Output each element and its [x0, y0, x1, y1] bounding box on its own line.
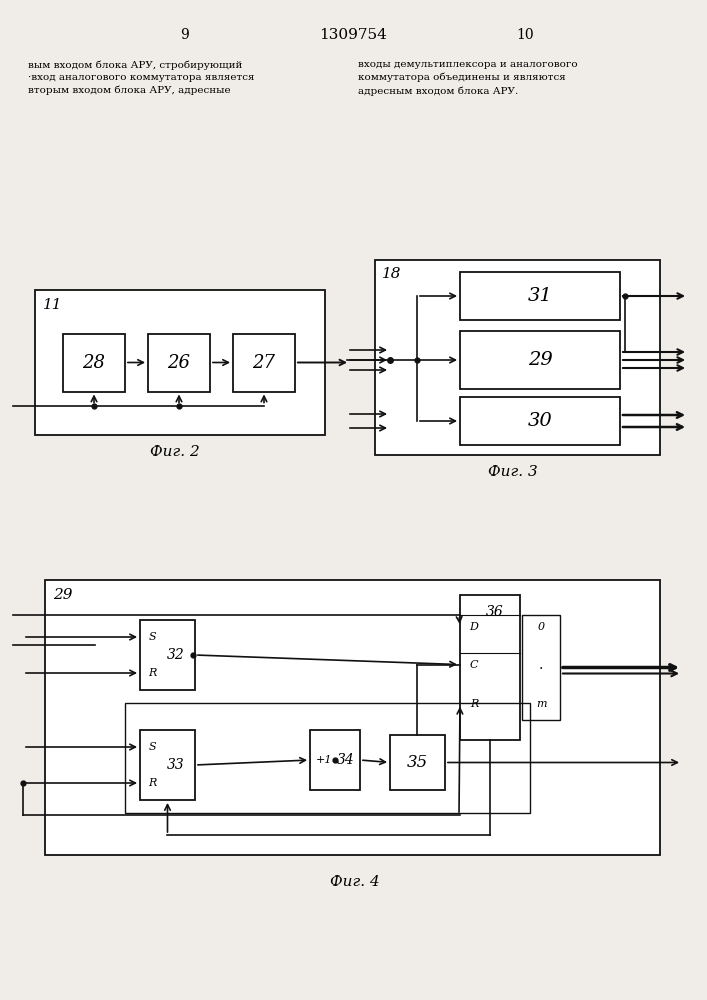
Bar: [233, 334, 295, 391]
Text: Фиг. 4: Фиг. 4: [330, 875, 380, 889]
Bar: [140, 730, 195, 800]
Text: Фиг. 2: Фиг. 2: [150, 445, 200, 459]
Bar: [460, 331, 620, 389]
Text: m: m: [536, 699, 547, 709]
Text: Фиг. 3: Фиг. 3: [488, 465, 538, 479]
Text: 10: 10: [516, 28, 534, 42]
Text: R: R: [148, 668, 156, 678]
Bar: [460, 595, 520, 740]
Text: 29: 29: [527, 351, 552, 369]
Bar: [460, 397, 620, 445]
Text: 29: 29: [53, 588, 73, 602]
Text: 0: 0: [537, 622, 544, 632]
Bar: [140, 620, 195, 690]
Text: 11: 11: [43, 298, 62, 312]
Text: S: S: [148, 632, 156, 642]
Text: 27: 27: [252, 354, 276, 371]
Bar: [460, 272, 620, 320]
Bar: [45, 580, 660, 855]
Text: R: R: [148, 778, 156, 788]
Text: 1309754: 1309754: [319, 28, 387, 42]
Bar: [522, 615, 560, 720]
Text: .: .: [539, 658, 543, 672]
Text: 36: 36: [486, 605, 504, 619]
Text: 30: 30: [527, 412, 552, 430]
Text: 26: 26: [168, 354, 190, 371]
Text: 28: 28: [83, 354, 105, 371]
Text: 33: 33: [167, 758, 185, 772]
Text: 31: 31: [527, 287, 552, 305]
Bar: [148, 334, 210, 391]
Bar: [125, 703, 530, 813]
Bar: [310, 730, 360, 790]
Text: входы демультиплексора и аналогового
коммутатора объединены и являются
адресным : входы демультиплексора и аналогового ком…: [358, 60, 578, 96]
Text: вым входом блока АРУ, стробирующий
·вход аналогового коммутатора является
вторым: вым входом блока АРУ, стробирующий ·вход…: [28, 60, 255, 95]
Text: 18: 18: [382, 267, 402, 281]
Text: +1: +1: [316, 755, 332, 765]
Text: 32: 32: [167, 648, 185, 662]
Bar: [390, 735, 445, 790]
Text: R: R: [470, 699, 478, 709]
Text: D: D: [469, 622, 479, 632]
Text: C: C: [469, 660, 478, 670]
Bar: [375, 260, 660, 455]
Text: 35: 35: [407, 754, 428, 771]
Text: 9: 9: [180, 28, 189, 42]
Text: S: S: [148, 742, 156, 752]
Text: 34: 34: [337, 753, 355, 767]
Bar: [63, 334, 125, 391]
Bar: [35, 290, 325, 435]
